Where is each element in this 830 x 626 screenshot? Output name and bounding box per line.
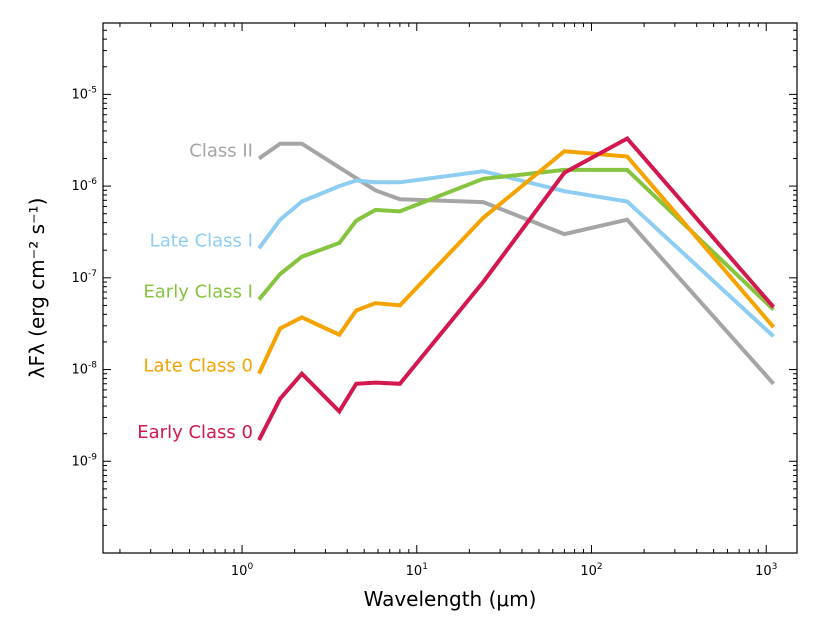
- series-line-late-class-i: [257, 169, 775, 338]
- x-tick-label: 102: [580, 562, 602, 579]
- x-tick-base: 10: [580, 564, 597, 579]
- x-tick-exp: 2: [597, 562, 603, 572]
- y-tick-base: 10: [71, 271, 88, 286]
- plot-frame: [102, 22, 798, 554]
- y-tick-base: 10: [71, 363, 88, 378]
- x-tick-label: 103: [755, 562, 777, 579]
- series-line-late-class-0: [257, 149, 776, 375]
- series-label-late-class-i: Late Class I: [150, 230, 253, 251]
- y-tick-label: 10-5: [71, 85, 97, 102]
- y-tick-label: 10-8: [71, 361, 97, 378]
- series-line-early-class-i: [257, 167, 775, 312]
- y-tick-base: 10: [71, 179, 88, 194]
- x-tick-exp: 1: [422, 562, 428, 572]
- y-tick-exp: -9: [88, 452, 97, 462]
- x-axis-title: Wavelength (μm): [364, 587, 537, 611]
- y-tick-label: 10-9: [71, 452, 97, 469]
- x-tick-label: 100: [231, 562, 254, 579]
- x-tick-base: 10: [406, 564, 423, 579]
- series-label-late-class-0: Late Class 0: [144, 356, 253, 377]
- y-tick-exp: -5: [88, 85, 97, 95]
- x-tick-label: 101: [406, 562, 428, 579]
- y-tick-base: 10: [71, 454, 88, 469]
- x-tick-exp: 0: [247, 562, 253, 572]
- y-tick-exp: -8: [88, 361, 97, 371]
- series-line-early-class-0: [257, 135, 776, 442]
- series-label-early-class-0: Early Class 0: [137, 422, 253, 443]
- series-line-class-ii: [257, 141, 775, 386]
- x-tick-base: 10: [755, 564, 772, 579]
- x-tick-exp: 3: [772, 562, 778, 572]
- series-label-early-class-i: Early Class I: [143, 282, 253, 303]
- labels-layer: Class II Late Class I Early Class I Late Cl…: [137, 140, 253, 443]
- y-tick-label: 10-6: [71, 177, 97, 194]
- y-tick-exp: -6: [88, 177, 97, 187]
- series-layer: [257, 135, 776, 442]
- y-tick-label: 10-7: [71, 269, 97, 286]
- y-tick-base: 10: [71, 87, 88, 102]
- y-axis-title: λFλ (erg cm⁻² s⁻¹): [25, 198, 49, 379]
- series-label-class-ii: Class II: [189, 140, 253, 161]
- y-tick-exp: -7: [88, 269, 97, 279]
- x-tick-base: 10: [231, 564, 248, 579]
